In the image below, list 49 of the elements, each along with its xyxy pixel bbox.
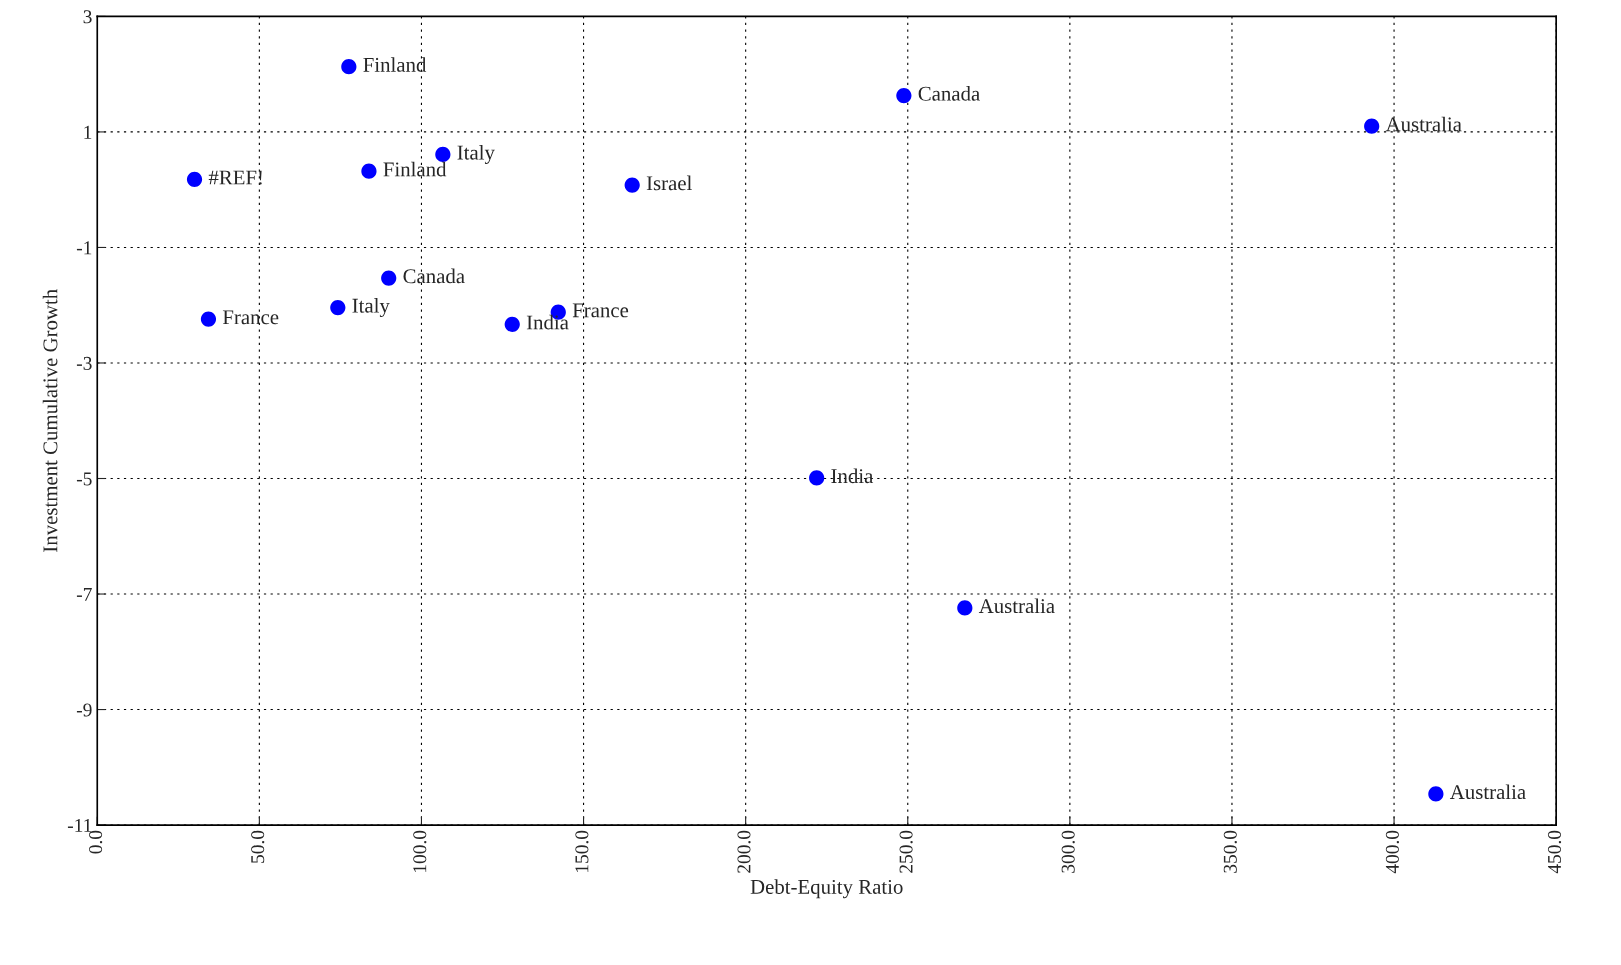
y-tick-label: -9 xyxy=(76,703,92,717)
x-tick-label: 100.0 xyxy=(413,830,427,872)
point xyxy=(896,87,912,104)
point xyxy=(186,171,203,187)
annotation: France xyxy=(222,310,279,325)
point xyxy=(1428,786,1444,802)
annotation: Australia xyxy=(1385,116,1462,132)
annotation: Israel xyxy=(646,175,692,191)
annotation: India xyxy=(831,468,874,484)
y-tick-label: -1 xyxy=(76,241,92,255)
y-tick-label: -11 xyxy=(67,818,92,832)
x-tick-label: 300.0 xyxy=(1061,830,1075,873)
point xyxy=(341,59,357,75)
point xyxy=(1364,118,1380,134)
annotation: Australia xyxy=(1449,784,1526,800)
annotation: Italy xyxy=(457,144,495,164)
y-tick-label: -5 xyxy=(76,472,92,486)
point xyxy=(809,470,825,486)
y-tick-label: 3 xyxy=(83,10,92,24)
point xyxy=(435,146,451,163)
y-tick-label: -3 xyxy=(76,356,92,370)
x-tick-label: 200.0 xyxy=(737,830,751,873)
y-axis-title: Investment Cumulative Growth xyxy=(42,289,58,552)
x-tick-label: 450.0 xyxy=(1547,830,1562,874)
annotation: India xyxy=(526,314,569,330)
annotation: Finland xyxy=(383,161,447,177)
annotation: Australia xyxy=(978,598,1055,614)
annotation: Italy xyxy=(352,298,390,317)
y-tick-label: 1 xyxy=(84,125,92,139)
annotation: Finland xyxy=(363,57,427,72)
x-tick-label: 50.0 xyxy=(251,830,265,863)
x-tick-label: 350.0 xyxy=(1223,830,1237,873)
point xyxy=(504,316,520,332)
point xyxy=(957,600,973,616)
y-tick-label: -7 xyxy=(76,588,92,601)
x-axis-title: Debt-Equity Ratio xyxy=(750,879,903,899)
point xyxy=(361,163,377,179)
annotation: Canada xyxy=(403,268,465,284)
point xyxy=(330,299,346,316)
x-tick-label: 0.0 xyxy=(89,830,103,854)
annotation: Canada xyxy=(918,86,980,101)
annotation: France xyxy=(572,303,629,318)
point xyxy=(624,177,640,193)
point xyxy=(200,311,217,327)
x-tick-label: 400.0 xyxy=(1385,830,1400,874)
x-tick-label: 250.0 xyxy=(899,830,913,873)
annotation: #REF! xyxy=(208,170,262,185)
point xyxy=(381,270,397,286)
x-tick-label: 150.0 xyxy=(575,830,589,872)
